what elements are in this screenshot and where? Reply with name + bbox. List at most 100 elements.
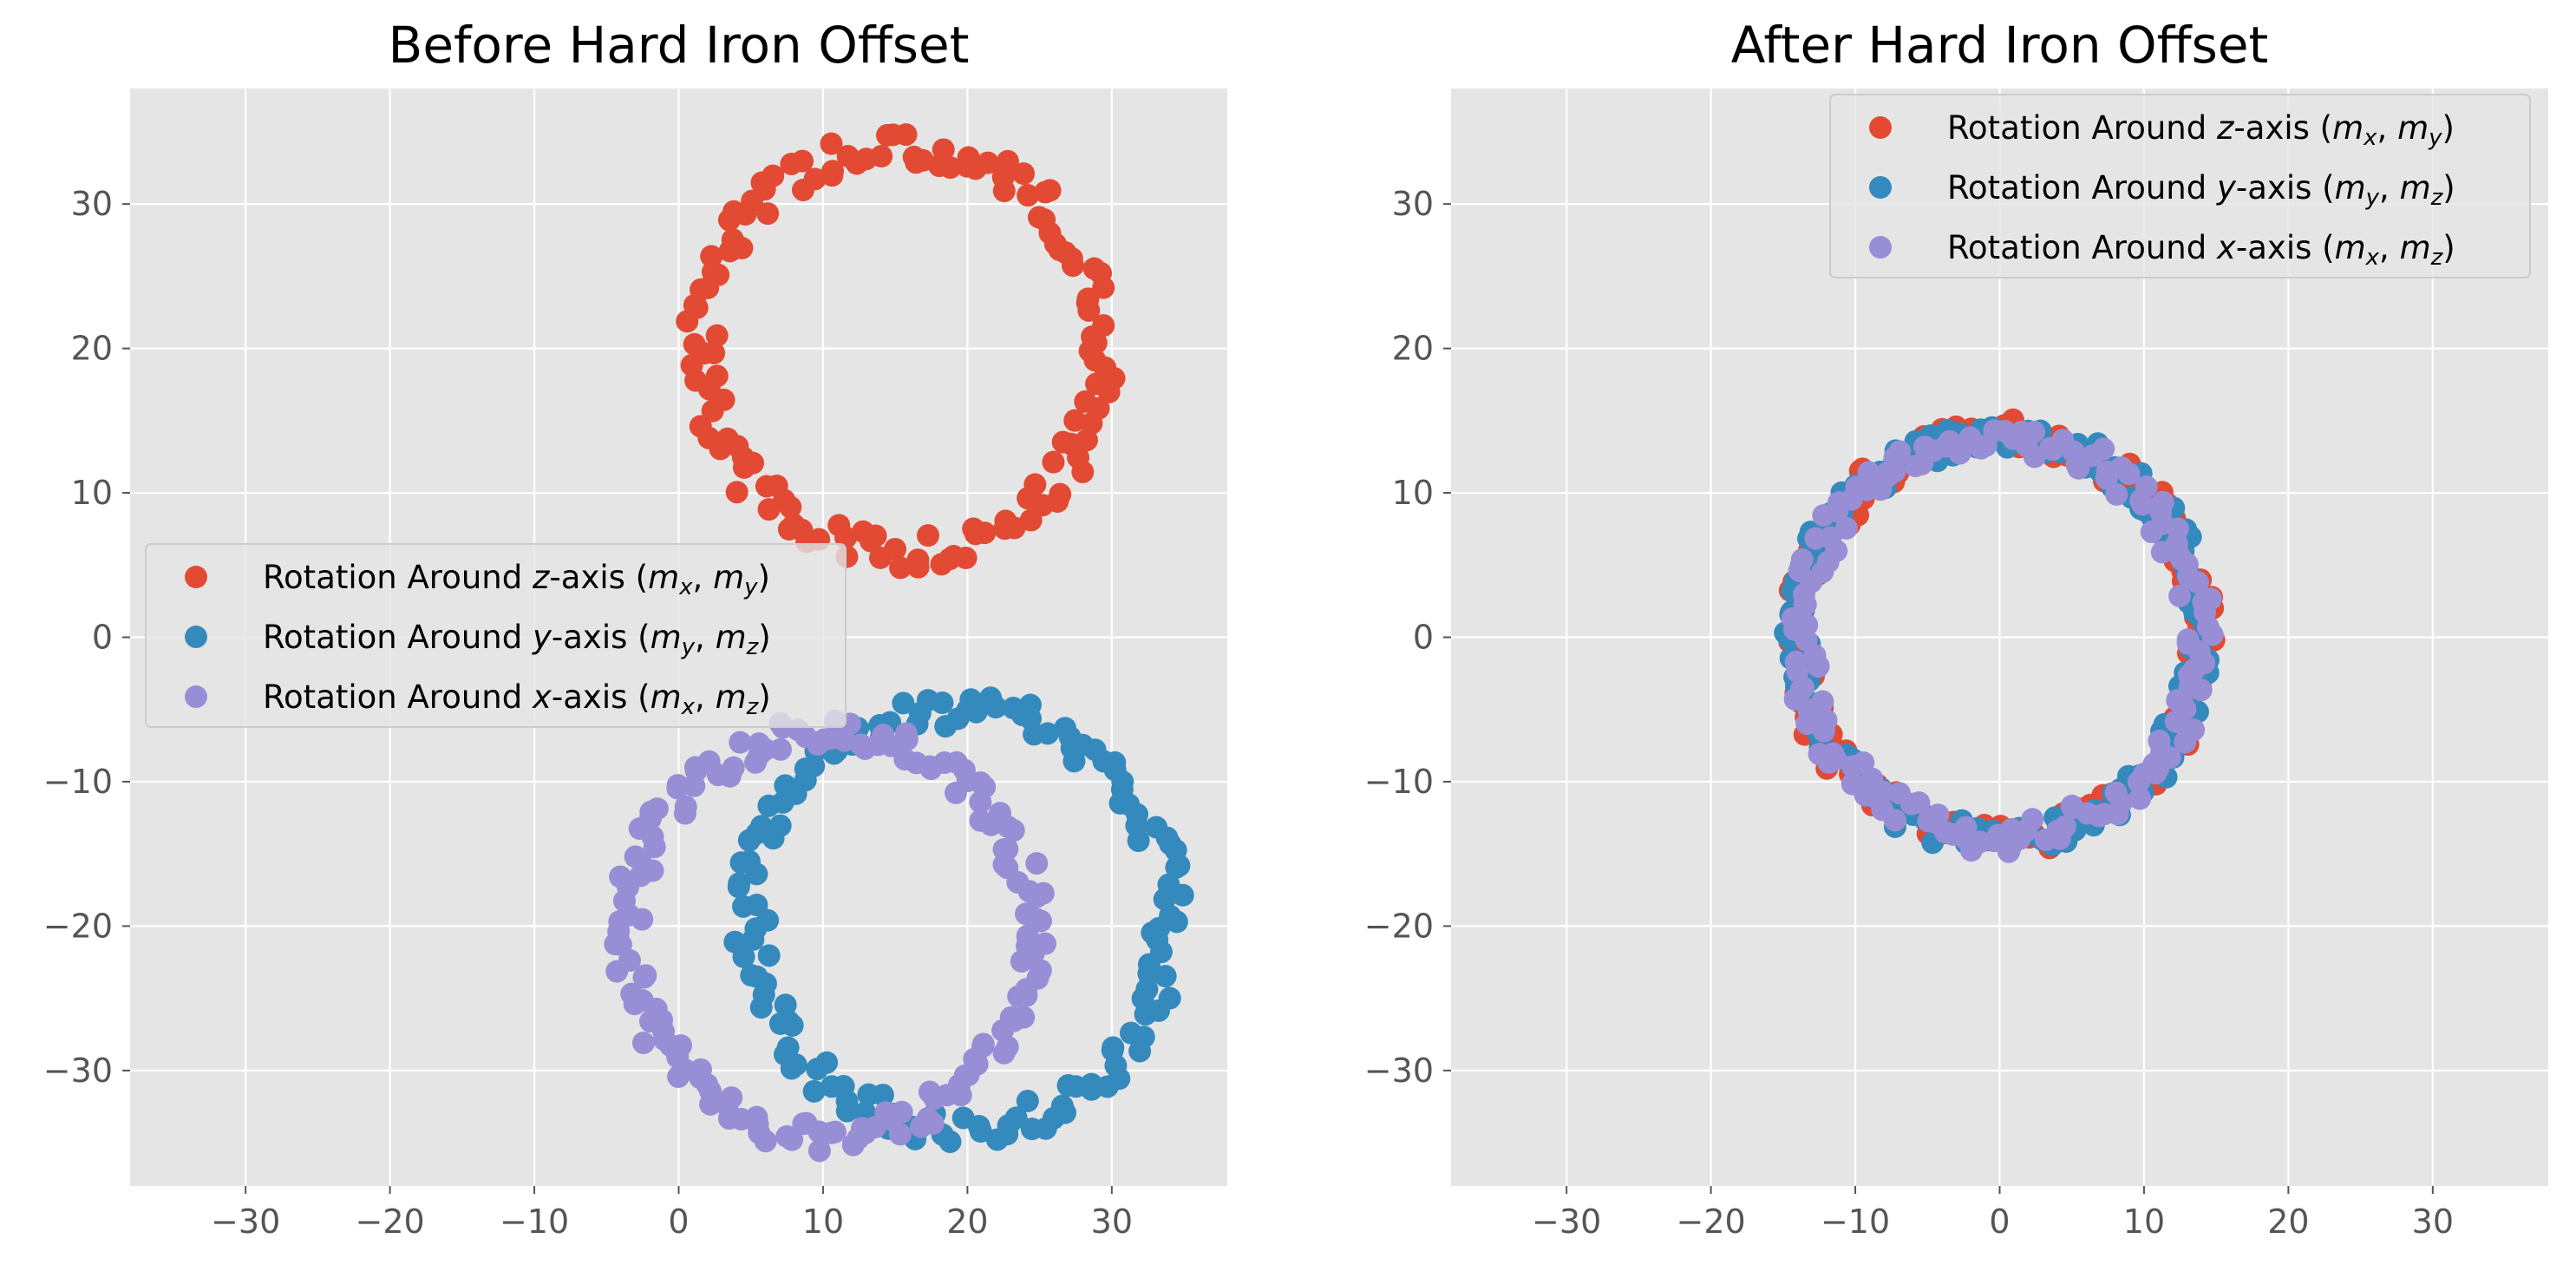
scatter-point <box>876 123 899 147</box>
x-tick-label: 10 <box>802 1203 844 1241</box>
chart-title: Before Hard Iron Offset <box>389 16 970 75</box>
x-tick-label: 0 <box>668 1203 689 1241</box>
scatter-point <box>701 399 724 423</box>
scatter-point <box>872 724 895 747</box>
scatter-point <box>2182 718 2206 742</box>
scatter-point <box>624 845 647 868</box>
scatter-point <box>1083 349 1107 372</box>
legend-marker <box>1869 116 1892 139</box>
scatter-point <box>781 1128 804 1151</box>
scatter-point <box>774 993 797 1017</box>
scatter-point <box>1002 697 1025 720</box>
scatter-point <box>1904 454 1927 477</box>
scatter-point <box>673 802 696 825</box>
scatter-point <box>791 178 814 201</box>
scatter-points <box>604 123 1194 1163</box>
scatter-point <box>1907 791 1931 815</box>
y-tick-label: 20 <box>71 330 113 368</box>
scatter-point <box>902 145 925 168</box>
scatter-point <box>666 777 690 800</box>
scatter-point <box>757 794 781 817</box>
panel-1: −30 −20 −10 0 10 20 30 −30 −20 −10 0 10 20 30 Before H… <box>43 16 1227 1241</box>
scatter-point <box>979 686 1003 710</box>
scatter-point <box>1092 314 1115 338</box>
scatter-point <box>745 862 768 886</box>
scatter-point <box>718 239 742 263</box>
scatter-point <box>973 521 997 545</box>
scatter-point <box>1033 932 1056 955</box>
y-tick-label: −10 <box>43 763 113 801</box>
legend-label: Rotation Around z-axis (mx, my) <box>1947 109 2455 151</box>
legend-label: Rotation Around x-axis (mx, mz) <box>263 678 771 720</box>
x-tick-label: 10 <box>2123 1203 2165 1241</box>
scatter-point <box>1034 180 1057 204</box>
x-tick-label: 30 <box>2412 1203 2454 1241</box>
scatter-point <box>1872 780 1895 803</box>
scatter-point <box>779 495 802 519</box>
scatter-point <box>1912 435 1936 458</box>
x-tick-label: −10 <box>500 1203 569 1241</box>
scatter-point <box>727 875 750 899</box>
scatter-point <box>821 160 845 183</box>
y-tick-label: 0 <box>1413 619 1434 657</box>
scatter-point <box>742 927 765 951</box>
scatter-point <box>2199 587 2222 611</box>
scatter-point <box>1054 1101 1077 1124</box>
legend-label: Rotation Around y-axis (my, mz) <box>1947 169 2455 211</box>
x-tick-label: 30 <box>1091 1203 1133 1241</box>
scatter-point <box>1824 747 1847 770</box>
legend-marker <box>185 566 207 588</box>
legend-marker <box>1869 176 1892 199</box>
scatter-point <box>959 688 983 711</box>
scatter-point <box>815 1051 839 1074</box>
scatter-point <box>1074 390 1097 413</box>
scatter-point <box>906 548 930 572</box>
scatter-point <box>934 715 958 738</box>
scatter-point <box>1804 527 1827 550</box>
scatter-point <box>709 437 732 461</box>
legend: Rotation Around z-axis (mx, my) Rotation … <box>145 543 847 728</box>
legend-box <box>145 543 847 728</box>
scatter-point <box>921 1111 945 1135</box>
x-tick-label: −20 <box>1677 1203 1746 1241</box>
legend-box <box>1829 94 2531 279</box>
scatter-point <box>705 324 729 347</box>
scatter-point <box>2105 482 2128 506</box>
scatter-point <box>1015 902 1038 926</box>
scatter-point <box>836 145 860 168</box>
legend-label: Rotation Around y-axis (my, mz) <box>263 619 771 660</box>
y-tick-label: 30 <box>71 185 113 223</box>
scatter-point <box>2021 808 2044 831</box>
scatter-point <box>1004 1106 1028 1130</box>
scatter-point <box>737 829 761 852</box>
chart-title: After Hard Iron Offset <box>1731 16 2269 75</box>
scatter-point <box>774 774 797 797</box>
scatter-point <box>802 1079 826 1103</box>
scatter-point <box>2095 460 2119 483</box>
panel-2: −30 −20 −10 0 10 20 30 −30 −20 −10 0 10 20 30 After Ha… <box>1364 16 2548 1241</box>
scatter-point <box>631 1031 655 1054</box>
scatter-point <box>1102 1036 1125 1059</box>
scatter-point <box>996 149 1019 173</box>
scatter-point <box>2158 746 2181 770</box>
scatter-point <box>1012 1006 1036 1029</box>
scatter-point <box>820 132 843 155</box>
scatter-point <box>1025 852 1049 875</box>
scatter-point <box>1054 717 1077 740</box>
series-y <box>723 686 1194 1153</box>
x-tick-label: 20 <box>2267 1203 2309 1241</box>
x-tick-label: 0 <box>1989 1203 2010 1241</box>
scatter-point <box>1017 184 1040 207</box>
x-tick-label: −20 <box>356 1203 425 1241</box>
scatter-point <box>989 802 1012 825</box>
scatter-point <box>732 455 755 479</box>
y-tick-label: −20 <box>43 907 113 945</box>
y-tick-label: −30 <box>43 1052 113 1090</box>
scatter-point <box>1049 482 1072 506</box>
scatter-point <box>781 1013 804 1037</box>
scatter-point <box>1165 855 1188 879</box>
scatter-point <box>890 1100 913 1124</box>
scatter-point <box>699 1092 722 1116</box>
